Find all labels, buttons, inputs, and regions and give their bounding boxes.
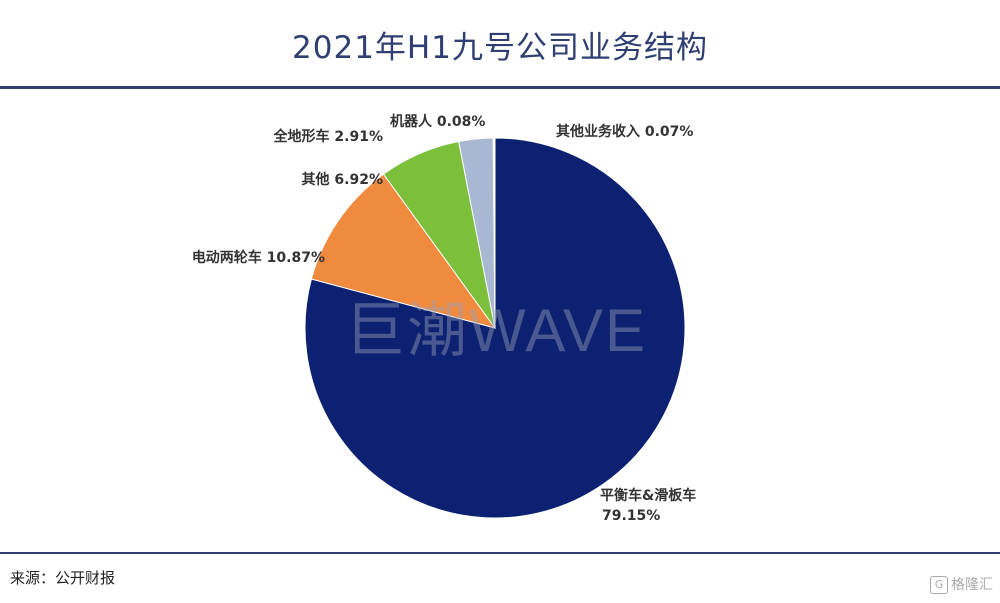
slice-label-4: 机器人 0.08% — [390, 113, 485, 130]
slice-label-0: 平衡车&滑板车 79.15% — [600, 487, 696, 524]
logo-icon: G — [930, 576, 948, 594]
page-title: 2021年H1九号公司业务结构 — [292, 30, 708, 66]
title-divider — [0, 86, 1000, 89]
slice-label-5: 其他业务收入 0.07% — [556, 123, 693, 140]
footer-divider — [0, 552, 1000, 554]
gelonghui-logo: G 格隆汇 — [930, 574, 993, 594]
source-note: 来源：公开财报 — [10, 569, 116, 587]
slice-label-3: 全地形车 2.91% — [273, 128, 383, 145]
slice-label-percent: 79.15% — [602, 508, 660, 524]
pie-slice-5 — [493, 137, 496, 329]
slice-label-2: 其他 6.92% — [302, 171, 383, 188]
slice-label-name: 平衡车&滑板车 — [600, 487, 696, 504]
pie-slice-1 — [310, 173, 497, 329]
logo-text: 格隆汇 — [951, 577, 993, 593]
slice-label-1: 电动两轮车 10.87% — [192, 249, 325, 266]
